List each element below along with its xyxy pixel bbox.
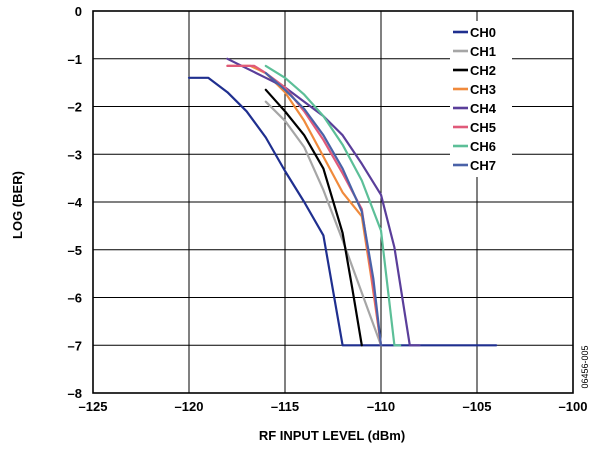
legend-label-ch5: CH5 xyxy=(470,120,496,135)
series-line-ch0 xyxy=(187,76,498,347)
x-tick-label: –125 xyxy=(79,399,108,414)
x-tick-label: –100 xyxy=(559,399,588,414)
legend-label-ch3: CH3 xyxy=(470,82,496,97)
legend-label-ch1: CH1 xyxy=(470,44,496,59)
series-line-ch4 xyxy=(226,57,421,347)
y-tick-label: –5 xyxy=(68,243,82,258)
y-tick-label: –8 xyxy=(68,386,82,401)
legend-label-ch0: CH0 xyxy=(470,25,496,40)
x-axis-title: RF INPUT LEVEL (dBm) xyxy=(259,428,405,443)
figure-id: 06456-005 xyxy=(580,345,590,388)
y-tick-label: –2 xyxy=(68,100,82,115)
y-axis-title: LOG (BER) xyxy=(10,171,25,239)
y-tick-label: 0 xyxy=(75,4,82,19)
legend-label-ch4: CH4 xyxy=(470,101,497,116)
x-tick-label: –110 xyxy=(367,399,395,414)
plot-frame xyxy=(92,10,574,394)
series-line-ch2 xyxy=(264,88,363,347)
y-tick-label: –6 xyxy=(68,291,82,306)
tick-labels: –125 –120 –115 –110 –105 –100 0 –1 –2 –3 –4 –5 –6 –7 –… xyxy=(68,4,588,414)
x-tick-label: –115 xyxy=(271,399,299,414)
legend-label-ch6: CH6 xyxy=(470,139,496,154)
series-line-ch6 xyxy=(264,64,402,347)
series-layer xyxy=(187,57,498,347)
y-tick-label: –3 xyxy=(68,147,82,162)
x-tick-label: –105 xyxy=(463,399,492,414)
legend-background xyxy=(450,21,512,177)
legend-label-ch7: CH7 xyxy=(470,158,496,173)
series-line-ch7 xyxy=(264,71,383,347)
y-tick-label: –1 xyxy=(68,52,82,67)
series-line-ch1 xyxy=(264,100,383,347)
legend: CH0 CH1 CH2 CH3 CH4 CH5 CH6 CH7 xyxy=(453,25,497,173)
y-tick-label: –7 xyxy=(68,338,82,353)
y-tick-label: –4 xyxy=(68,195,83,210)
x-tick-label: –120 xyxy=(175,399,204,414)
legend-label-ch2: CH2 xyxy=(470,63,496,78)
